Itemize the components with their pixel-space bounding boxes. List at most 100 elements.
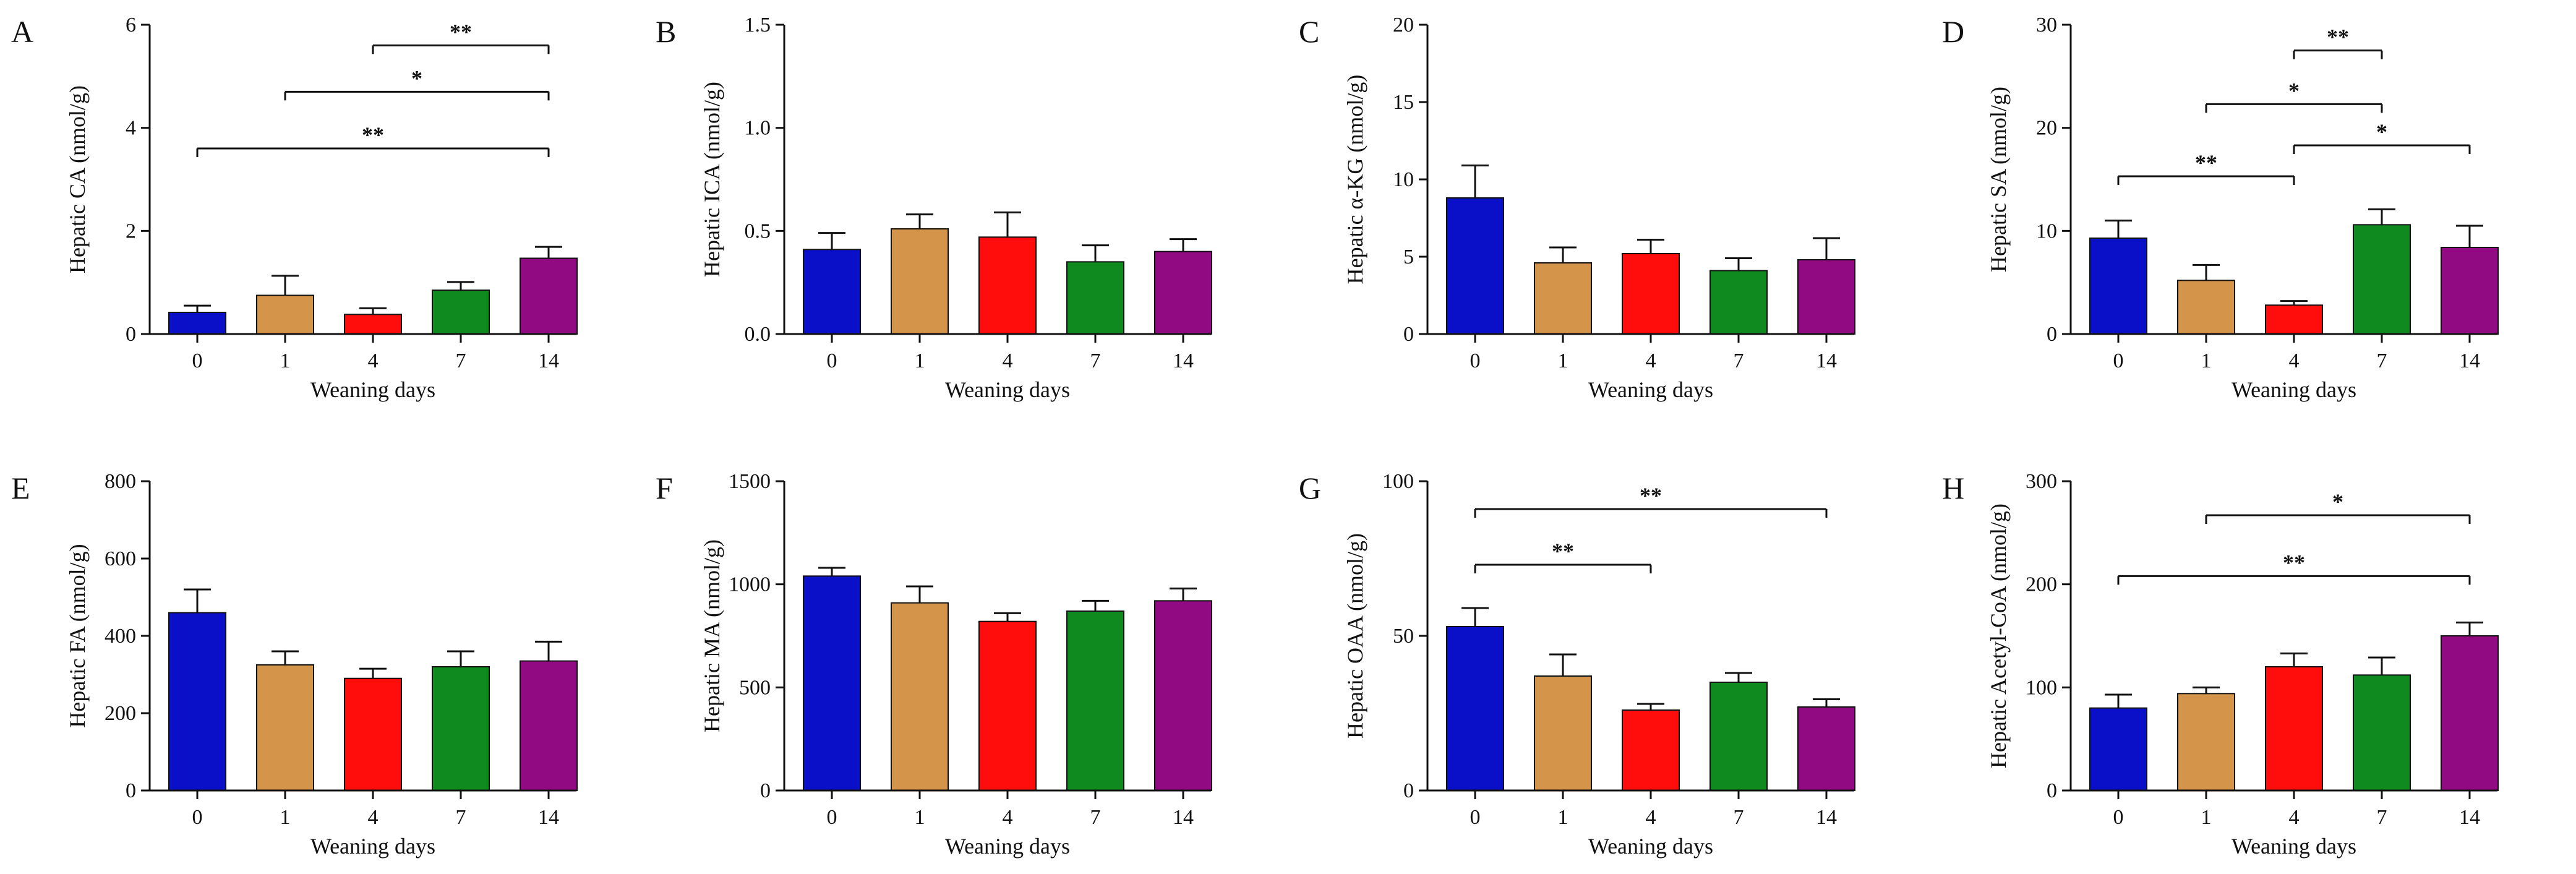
x-axis-title: Weaning days [1588, 834, 1713, 859]
y-tick-label: 0 [2047, 323, 2057, 346]
bar-4 [344, 677, 402, 791]
x-tick-label: 0 [192, 349, 203, 372]
x-tick-label: 7 [2377, 349, 2387, 372]
y-tick-label: 4 [126, 117, 136, 140]
x-tick-label: 7 [1734, 349, 1744, 372]
y-axis-title: Hepatic OAA (nmol/g) [1343, 533, 1367, 739]
x-tick-label: 14 [2459, 806, 2480, 829]
x-tick-label: 0 [2113, 806, 2124, 829]
y-tick-label: 0 [1403, 779, 1414, 802]
y-tick-label: 600 [105, 547, 136, 570]
x-tick-label: 1 [915, 806, 925, 829]
y-tick-label: 100 [1382, 470, 1414, 493]
x-axis-title: Weaning days [2232, 377, 2356, 402]
x-tick-label: 4 [368, 349, 379, 372]
panel-letter: H [1942, 471, 1964, 505]
significance-label: * [2332, 489, 2343, 514]
significance-label: ** [2327, 25, 2349, 49]
x-tick-label: 4 [368, 806, 379, 829]
bar-4 [2265, 666, 2323, 791]
x-tick-label: 1 [2201, 806, 2212, 829]
y-tick-label: 500 [739, 676, 771, 699]
bar-1 [2177, 280, 2235, 335]
significance-label: * [2376, 119, 2387, 144]
y-tick-label: 1.5 [745, 14, 771, 36]
bar-14 [2441, 635, 2499, 791]
y-tick-label: 0.0 [745, 323, 771, 346]
y-axis-title: Hepatic Acetyl-CoA (nmol/g) [1986, 503, 2011, 768]
x-tick-label: 0 [827, 349, 837, 372]
bar-1 [256, 294, 314, 335]
significance-label: ** [450, 19, 472, 44]
bar-7 [1709, 682, 1768, 791]
bar-7 [2353, 674, 2411, 792]
bar-1 [891, 602, 949, 792]
bar-4 [978, 620, 1037, 792]
y-tick-label: 0 [126, 323, 136, 346]
bar-7 [2353, 224, 2411, 335]
x-tick-label: 0 [1470, 806, 1481, 829]
x-tick-label: 7 [456, 806, 466, 829]
y-tick-label: 0 [126, 779, 136, 802]
significance-label: * [2288, 78, 2300, 103]
x-tick-label: 14 [1173, 806, 1194, 829]
y-tick-label: 300 [2026, 470, 2057, 493]
bar-14 [1797, 706, 1855, 791]
panel-letter: F [656, 471, 673, 505]
y-axis-title: Hepatic CA (nmol/g) [65, 85, 90, 273]
bar-0 [2089, 707, 2147, 791]
x-axis-title: Weaning days [1588, 377, 1713, 402]
bar-0 [2089, 238, 2147, 335]
y-axis-title: Hepatic ICA (nmol/g) [700, 82, 724, 277]
y-tick-label: 2 [126, 220, 136, 242]
bar-7 [432, 666, 490, 791]
panel-letter: C [1299, 14, 1319, 49]
y-tick-label: 0 [760, 779, 771, 802]
significance-label: * [411, 66, 422, 90]
bar-14 [1797, 259, 1855, 335]
x-axis-title: Weaning days [2232, 834, 2356, 859]
significance-label: ** [1640, 483, 1662, 508]
bar-7 [1066, 261, 1124, 335]
y-tick-label: 5 [1403, 246, 1414, 268]
y-tick-label: 200 [2026, 573, 2057, 596]
x-tick-label: 1 [2201, 349, 2212, 372]
x-tick-label: 7 [1090, 806, 1101, 829]
significance-label: ** [2283, 550, 2305, 575]
y-tick-label: 0 [1403, 323, 1414, 346]
bar-1 [256, 664, 314, 791]
y-tick-label: 6 [126, 14, 136, 36]
x-tick-label: 14 [1173, 349, 1194, 372]
y-tick-label: 1500 [729, 470, 771, 493]
bar-0 [803, 575, 861, 791]
bar-4 [978, 236, 1037, 335]
x-tick-label: 4 [1646, 349, 1656, 372]
x-tick-label: 0 [827, 806, 837, 829]
panel-letter: A [11, 14, 33, 49]
x-tick-label: 4 [2289, 806, 2300, 829]
x-tick-label: 4 [1646, 806, 1656, 829]
bar-0 [1446, 626, 1504, 791]
bar-4 [1622, 709, 1680, 791]
y-tick-label: 20 [1393, 14, 1414, 36]
bar-7 [432, 289, 490, 335]
x-tick-label: 0 [2113, 349, 2124, 372]
x-tick-label: 0 [1470, 349, 1481, 372]
bar-14 [2441, 247, 2499, 335]
y-axis-title: Hepatic MA (nmol/g) [700, 539, 724, 732]
bar-14 [1154, 600, 1212, 791]
y-tick-label: 30 [2036, 14, 2057, 36]
x-axis-title: Weaning days [945, 834, 1070, 859]
y-tick-label: 0 [2047, 779, 2057, 802]
y-tick-label: 10 [2036, 220, 2057, 242]
x-tick-label: 1 [915, 349, 925, 372]
x-tick-label: 14 [538, 806, 559, 829]
y-tick-label: 100 [2026, 676, 2057, 699]
panel-letter: G [1299, 471, 1321, 505]
bar-1 [1534, 675, 1592, 791]
